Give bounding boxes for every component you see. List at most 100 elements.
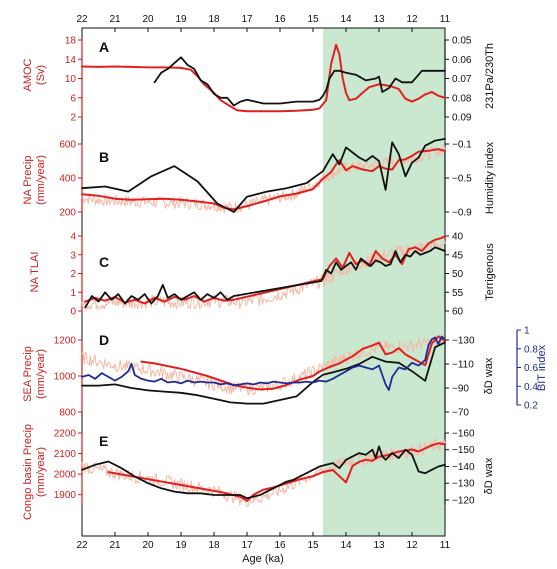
panel-b-left-tick-label: 200 xyxy=(59,208,76,219)
panel-d-series-black-line xyxy=(81,341,446,405)
panel-c-left-tick-label: 1 xyxy=(70,288,76,299)
panel-c-right-tick-label: 45 xyxy=(452,250,464,261)
panel-letter-d: D xyxy=(99,332,109,348)
panel-c-right-tick-label: 60 xyxy=(452,307,464,318)
panel-d-far-right-tick-label: 0.2 xyxy=(524,401,538,412)
panel-letter-b: B xyxy=(99,149,109,165)
top-tick-label: 15 xyxy=(307,14,319,25)
panel-c-right-label: Terrigenous xyxy=(484,243,496,301)
panel-d-far-right-tick-label: 0.8 xyxy=(524,344,538,355)
panel-a-right-tick-label: 0.08 xyxy=(452,93,472,104)
panel-d-far-right-tick-label: 0.6 xyxy=(524,363,538,374)
panel-d-left-tick-label: 1200 xyxy=(54,336,77,347)
panel-e-left-label: Congo basin Precip xyxy=(22,424,34,520)
bottom-tick-label: 18 xyxy=(208,540,220,551)
panel-a-series-black-line xyxy=(153,56,446,107)
top-tick-label: 14 xyxy=(340,14,352,25)
panel-c-series-pink-line xyxy=(81,237,446,311)
panel-e-right-label: δD wax xyxy=(483,457,495,494)
top-tick-label: 19 xyxy=(175,14,187,25)
panel-e-series-red-line xyxy=(107,442,446,502)
panel-b-right-tick-label: −0.9 xyxy=(452,208,472,219)
panel-a-left-tick-label: 18 xyxy=(65,36,77,47)
panel-b-left-tick-label: 600 xyxy=(59,140,76,151)
panel-a-series-red-line xyxy=(81,43,446,113)
bottom-tick-label: 12 xyxy=(406,540,418,551)
panel-e-left-tick-label: 1900 xyxy=(54,490,77,501)
panel-b-right-label: Humidity index xyxy=(484,141,496,214)
bottom-tick-label: 14 xyxy=(340,540,352,551)
top-axis: 22 21 20 19 18 17 16 15 14 13 12 11 xyxy=(76,14,450,25)
panel-b-left-label: NA Precip xyxy=(22,156,34,205)
panel-c-left-tick-label: 3 xyxy=(70,250,76,261)
panel-letter-e: E xyxy=(99,433,108,449)
panel-d-right-tick-label: −130 xyxy=(452,336,475,347)
panel-d-right-label: δD wax xyxy=(483,357,495,394)
panel-b-right-tick-label: −0.1 xyxy=(452,140,472,151)
panel-a-left-label: AMOC xyxy=(22,58,34,91)
panel-e-right-tick-label: −120 xyxy=(452,495,475,506)
top-tick-label: 22 xyxy=(76,14,88,25)
panel-d-left-tick-label: 800 xyxy=(59,408,76,419)
bottom-tick-label: 13 xyxy=(373,540,385,551)
bottom-axis: 22 21 20 19 18 17 16 15 14 13 12 11 xyxy=(76,540,450,551)
panel-b-right-tick-label: −0.5 xyxy=(452,174,472,185)
top-tick-label: 18 xyxy=(208,14,220,25)
bottom-tick-label: 17 xyxy=(241,540,253,551)
panel-d-right-tick-label: −70 xyxy=(452,408,469,419)
panel-a-right-tick-label: 0.06 xyxy=(452,55,472,66)
panel-e-right-tick-label: −130 xyxy=(452,479,475,490)
panel-a-left-tick-label: 14 xyxy=(65,55,77,66)
panel-a-right-tick-label: 0.09 xyxy=(452,113,472,124)
top-tick-label: 20 xyxy=(142,14,154,25)
top-tick-label: 12 xyxy=(406,14,418,25)
panel-c-right-tick-label: 55 xyxy=(452,288,464,299)
bottom-tick-label: 11 xyxy=(440,540,451,551)
panel-c-series-black-line xyxy=(84,246,446,309)
panel-c-series-red-line xyxy=(84,235,446,305)
panel-e-left-tick-label: 2200 xyxy=(54,429,77,440)
bottom-tick-label: 16 xyxy=(274,540,286,551)
panel-a-right-tick-label: 0.05 xyxy=(452,36,472,47)
panel-a-left-tick-label: 6 xyxy=(70,93,76,104)
bottom-tick-label: 20 xyxy=(142,540,154,551)
panel-a-left-unit: (Sv) xyxy=(35,65,47,85)
panel-b-series-black-line xyxy=(81,138,446,213)
top-tick-label: 17 xyxy=(241,14,253,25)
panel-d-left-tick-label: 1000 xyxy=(54,372,77,383)
shaded-interval xyxy=(322,28,445,536)
panel-b-left-tick-label: 400 xyxy=(59,174,76,185)
panel-c-left-tick-label: 2 xyxy=(70,269,76,280)
panel-c-right-tick-label: 50 xyxy=(452,269,464,280)
bottom-tick-label: 19 xyxy=(175,540,187,551)
top-tick-label: 11 xyxy=(440,14,451,25)
panel-e-right-tick-label: −140 xyxy=(452,462,475,473)
panel-e-series-black-line xyxy=(81,445,446,500)
panel-e-left-tick-label: 2000 xyxy=(54,470,77,481)
panel-d-far-right-tick-label: 0.4 xyxy=(524,382,538,393)
panel-d-left-label: SEA Precip xyxy=(22,346,34,402)
panel-letter-a: A xyxy=(99,39,109,55)
x-axis-label: Age (ka) xyxy=(242,553,284,565)
panel-c-left-label: NA TLAI xyxy=(29,252,41,293)
panel-a-left-tick-label: 10 xyxy=(65,74,77,85)
panel-e-right-tick-label: −150 xyxy=(452,445,475,456)
panel-c-right-tick-label: 40 xyxy=(452,232,464,243)
panel-a-right-tick-label: 0.07 xyxy=(452,74,472,85)
panel-d-far-right-label: BIT index xyxy=(536,344,548,391)
panel-e-left-unit: (mm/year) xyxy=(35,447,47,497)
bottom-tick-label: 21 xyxy=(109,540,121,551)
top-tick-label: 21 xyxy=(109,14,121,25)
bottom-tick-label: 15 xyxy=(307,540,319,551)
panel-a-left-tick-label: 2 xyxy=(70,113,76,124)
panel-a-right-label: 231Pa/230Th xyxy=(484,43,496,109)
panel-d-far-right-tick-label: 1 xyxy=(524,326,530,337)
panel-e-left-tick-label: 2100 xyxy=(54,449,77,460)
panel-e-right-tick-label: −160 xyxy=(452,429,475,440)
panel-c-left-tick-label: 0 xyxy=(70,307,76,318)
top-tick-label: 13 xyxy=(373,14,385,25)
panel-c-left-tick-label: 4 xyxy=(70,232,76,243)
panel-d-right-tick-label: −90 xyxy=(452,384,469,395)
panel-letter-c: C xyxy=(99,254,109,270)
